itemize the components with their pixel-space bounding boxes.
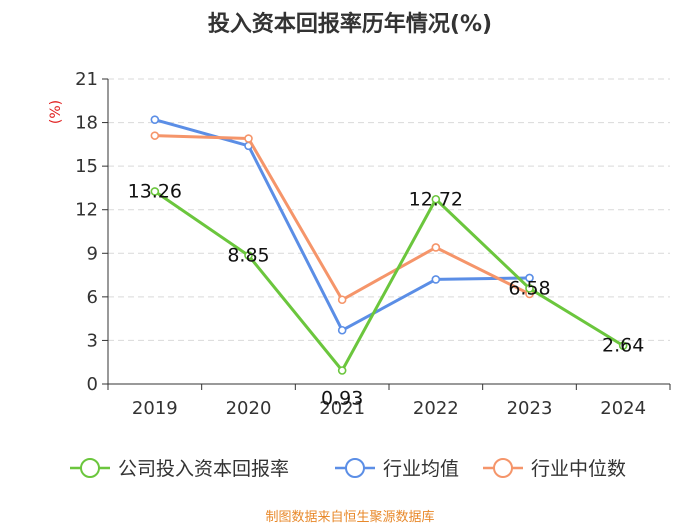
data-point (150, 115, 160, 124)
x-tick-label: 2022 (413, 398, 459, 419)
data-point (618, 341, 628, 350)
legend-label: 行业中位数 (531, 458, 626, 480)
legend-marker (345, 458, 365, 478)
series-line-0 (153, 190, 624, 372)
x-tick-label: 2021 (319, 398, 365, 419)
data-point (431, 194, 441, 204)
grid-lines (108, 78, 670, 341)
chart-title: 投入资本回报率历年情况(%) (207, 12, 493, 37)
legend: 公司投入资本回报率 行业均值 行业中位数 (70, 458, 626, 480)
x-tick-label: 2020 (226, 398, 272, 419)
axes: 0 3 6 9 12 15 18 21 (%) 2019 2020 2021 2022 2023 2024 (48, 69, 671, 419)
data-point (431, 243, 441, 252)
data-point (337, 295, 347, 305)
y-tick-label: 0 (87, 374, 98, 395)
legend-label: 公司投入资本回报率 (118, 458, 289, 480)
y-tick-label: 12 (75, 200, 98, 221)
data-label: 6.58 (508, 277, 550, 299)
data-label: 8.85 (227, 244, 269, 266)
legend-label: 行业均值 (383, 458, 459, 480)
x-tick-label: 2023 (507, 398, 553, 419)
y-axis-unit: (%) (48, 100, 64, 124)
y-tick-label: 9 (87, 243, 98, 264)
data-point (525, 273, 534, 283)
y-tick-label: 3 (87, 330, 98, 351)
y-tick-label: 6 (87, 287, 98, 308)
source-note: 制图数据来自恒生聚源数据库 (265, 510, 435, 525)
series-line-2 (154, 134, 531, 302)
data-point (244, 134, 253, 143)
y-tick-label: 21 (75, 69, 98, 90)
y-tick-label: 15 (75, 156, 98, 177)
data-label: 12.72 (409, 188, 463, 210)
data-labels: 13.26 8.85 0.93 12.72 6.58 2.64 (128, 180, 645, 409)
data-label: 13.26 (128, 180, 182, 202)
y-tick-label: 18 (75, 113, 98, 134)
data-label: 0.93 (321, 387, 363, 409)
data-point (431, 275, 441, 284)
series-lines (150, 115, 628, 375)
legend-marker (80, 458, 100, 478)
data-point (337, 366, 347, 375)
data-point (150, 187, 160, 196)
data-label: 2.64 (602, 335, 644, 357)
data-point (525, 284, 534, 293)
data-point (150, 131, 160, 140)
data-point (337, 325, 347, 335)
x-tick-label: 2024 (600, 398, 646, 419)
legend-marker (493, 458, 513, 478)
data-point (244, 251, 253, 260)
x-tick-label: 2019 (132, 398, 178, 419)
